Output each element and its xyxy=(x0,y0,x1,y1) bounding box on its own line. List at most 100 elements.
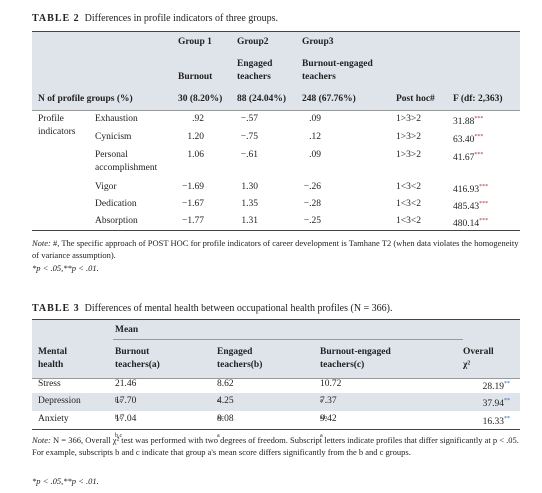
column-header: Engaged teachers(b) xyxy=(217,347,263,370)
f-cell: 485.43*** xyxy=(453,198,488,214)
cell: −1.69 xyxy=(182,182,204,192)
cell-value: 9.42 xyxy=(320,414,337,424)
subscript: a xyxy=(217,397,220,404)
indicator: Dedication xyxy=(95,199,137,209)
cell: .12 xyxy=(309,132,321,142)
cell: 4.25 a,c xyxy=(217,395,234,425)
group-header: Group3 xyxy=(302,37,334,47)
overall: 37.94** xyxy=(462,395,510,411)
cell: −.57 xyxy=(240,114,258,124)
n-label: N of profile groups (%) xyxy=(38,94,133,104)
rule xyxy=(32,319,520,320)
f-value: 485.43 xyxy=(453,202,480,213)
row-name: Anxiety xyxy=(38,414,69,424)
note-label: Note: xyxy=(32,435,51,445)
indicator: Cynicism xyxy=(95,132,132,142)
cell-value: 17.04 xyxy=(115,414,137,424)
indicator: Personal accomplishment xyxy=(95,150,158,173)
note-text: N = 366, Overall χ² test was performed w… xyxy=(32,435,519,457)
cell: −.28 xyxy=(303,199,321,209)
cell: 10.72 a xyxy=(320,378,341,408)
overall-value: 37.94 xyxy=(482,399,504,410)
cell: 1.30 xyxy=(241,182,258,192)
cell-value: 8.62 xyxy=(217,379,234,389)
cell-value: 21.46 xyxy=(115,379,137,389)
caption: TABLE 3 Differences of mental health bet… xyxy=(32,302,393,315)
rule xyxy=(32,31,520,32)
cell: .09 xyxy=(309,150,321,160)
note-label: Note: xyxy=(32,238,51,248)
f-value: 31.88 xyxy=(453,117,475,128)
cell: 1.31 xyxy=(241,216,258,226)
table-title: Differences in profile indicators of thr… xyxy=(84,13,279,24)
f-header: F (df: 2,363) xyxy=(453,94,503,104)
profile-header: Burnout xyxy=(178,72,213,82)
overall: 16.33** xyxy=(462,413,510,429)
cell: 17.04 b,c xyxy=(115,413,136,443)
cell: 1.06 xyxy=(187,150,204,160)
table-label: TABLE 2 xyxy=(32,13,80,24)
f-cell: 63.40*** xyxy=(453,131,483,147)
significance: ** xyxy=(504,416,510,422)
cell: −.26 xyxy=(303,182,321,192)
note: Note: N = 366, Overall χ² test was perfo… xyxy=(32,434,522,458)
rule xyxy=(113,339,463,340)
note-text: #, The specific approach of POST HOC for… xyxy=(32,238,519,260)
group-header: Group2 xyxy=(237,37,269,47)
column-header: Overall χ² xyxy=(463,347,494,370)
subscript: a,b xyxy=(320,414,328,421)
subscript: a xyxy=(217,432,220,439)
f-value: 41.67 xyxy=(453,153,475,164)
cell: −.25 xyxy=(303,216,321,226)
rule xyxy=(32,110,520,111)
posthoc: 1>3>2 xyxy=(396,150,421,160)
row-header: Mental health xyxy=(38,347,68,370)
column-header: Burnout-engaged teachers(c) xyxy=(320,347,391,370)
significance: *** xyxy=(474,134,484,140)
table-label: TABLE 3 xyxy=(32,303,80,314)
cell: 17.70 b,c xyxy=(115,395,136,425)
subscript: a xyxy=(320,432,323,439)
subscript: b,c xyxy=(115,397,123,404)
header-band xyxy=(32,32,520,110)
header-band xyxy=(32,320,520,378)
cell: −1.77 xyxy=(182,216,204,226)
profile-header: Burnout-engaged teachers xyxy=(302,59,373,82)
indicator: Vigor xyxy=(95,182,117,192)
posthoc: 1<3<2 xyxy=(396,216,421,226)
rule xyxy=(32,230,520,231)
f-value: 416.93 xyxy=(453,185,480,196)
posthoc: 1>3>2 xyxy=(396,114,421,124)
cell: 9.42 a xyxy=(320,413,337,443)
significance: *** xyxy=(474,152,484,158)
cell: −1.67 xyxy=(182,199,204,209)
cell-value: 10.72 xyxy=(320,379,342,389)
significance: *** xyxy=(479,201,489,207)
f-value: 63.40 xyxy=(453,135,475,146)
cell: .09 xyxy=(309,114,321,124)
overall-value: 28.19 xyxy=(482,382,504,393)
posthoc: 1<3<2 xyxy=(396,199,421,209)
cell: 1.20 xyxy=(187,132,204,142)
subscript: b,c xyxy=(115,432,123,439)
cell-value: 8.08 xyxy=(217,414,234,424)
cell: 8.08 a xyxy=(217,413,234,443)
cell: −.75 xyxy=(240,132,258,142)
note: Note: #, The specific approach of POST H… xyxy=(32,237,522,261)
group-header: Group 1 xyxy=(178,37,212,47)
posthoc: 1<3<2 xyxy=(396,182,421,192)
indicator: Absorption xyxy=(95,216,138,226)
n-value: 30 (8.20%) xyxy=(178,94,223,104)
row-band xyxy=(32,393,520,411)
cell: 1.35 xyxy=(241,199,258,209)
f-value: 480.14 xyxy=(453,219,480,230)
group-label: Profile indicators xyxy=(38,114,76,137)
significance: *** xyxy=(474,116,484,122)
subscript: b,c xyxy=(115,414,123,421)
n-value: 88 (24.04%) xyxy=(237,94,287,104)
rule xyxy=(32,429,520,430)
f-cell: 416.93*** xyxy=(453,181,488,197)
overall: 28.19** xyxy=(462,378,510,394)
posthoc: 1>3>2 xyxy=(396,132,421,142)
